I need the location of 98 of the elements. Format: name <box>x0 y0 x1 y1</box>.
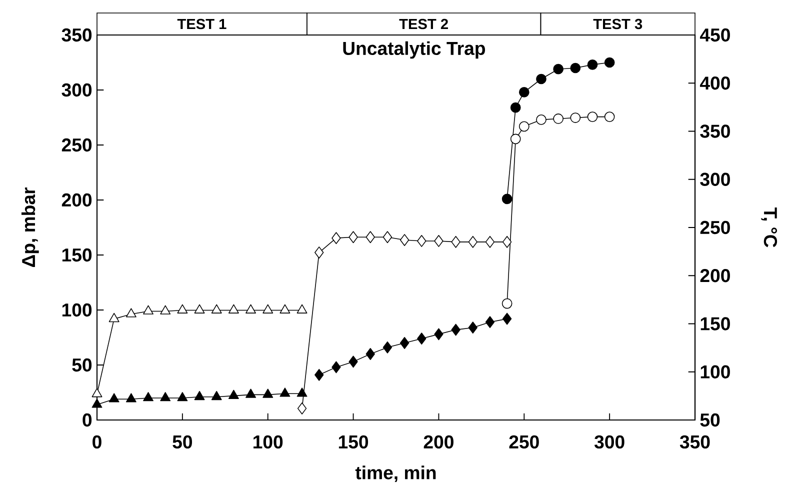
point <box>126 393 136 402</box>
y-tick-label: 300 <box>62 83 92 97</box>
text: TEST 3 <box>593 18 642 30</box>
y2-tick-label: 400 <box>700 76 730 90</box>
point <box>348 356 358 368</box>
point <box>587 112 598 122</box>
point <box>194 390 205 400</box>
x-tick-label: 50 <box>172 435 192 449</box>
point <box>502 194 512 204</box>
y-tick-label: 200 <box>62 193 92 207</box>
y2-tick-label: 150 <box>700 317 730 330</box>
point <box>570 62 581 74</box>
point <box>382 231 392 244</box>
point <box>246 388 256 398</box>
point <box>518 121 530 132</box>
point <box>570 112 581 123</box>
point <box>160 305 171 314</box>
x-tick-label: 150 <box>338 435 368 449</box>
point <box>502 236 512 248</box>
point <box>536 114 546 125</box>
point <box>108 393 120 402</box>
point <box>468 322 478 334</box>
point <box>451 236 460 248</box>
y2-tick-label: 100 <box>700 365 730 378</box>
point <box>382 341 392 354</box>
point <box>126 308 136 318</box>
point <box>553 64 564 74</box>
x-tick-label: 200 <box>424 435 454 449</box>
y2-tick-label: 300 <box>700 172 730 186</box>
point <box>434 234 444 247</box>
point <box>510 134 521 144</box>
point <box>246 304 256 314</box>
point <box>587 60 598 70</box>
point <box>211 390 222 400</box>
point <box>194 304 205 314</box>
point <box>366 348 375 360</box>
text: TEST 1 <box>177 18 226 30</box>
point <box>177 392 188 402</box>
text: TEST 2 <box>399 18 448 30</box>
point <box>553 114 564 124</box>
point <box>314 246 324 258</box>
point <box>92 398 102 408</box>
point <box>468 236 478 248</box>
point <box>536 74 546 84</box>
y-tick-label: 100 <box>62 303 92 317</box>
point <box>485 316 495 328</box>
point <box>400 234 410 246</box>
point <box>143 305 154 314</box>
point <box>211 304 222 314</box>
point <box>296 304 308 314</box>
y2-tick-label: 200 <box>700 269 730 282</box>
y-tick-label: 0 <box>82 413 92 427</box>
point <box>92 388 102 398</box>
y-tick-label: 50 <box>72 358 92 372</box>
x-tick-label: 250 <box>509 435 539 449</box>
y-tick-label: 350 <box>62 28 92 42</box>
x-tick-label: 0 <box>92 435 102 449</box>
point <box>108 312 120 322</box>
point <box>400 337 410 349</box>
y-tick-label: 150 <box>62 248 92 262</box>
point <box>314 368 324 381</box>
point <box>434 328 444 340</box>
point <box>332 232 341 244</box>
point <box>417 332 426 345</box>
x-tick-label: 350 <box>680 435 710 449</box>
point <box>177 304 188 314</box>
point <box>262 304 274 314</box>
x-tick-label: 300 <box>594 435 624 449</box>
y-axis-title: Δp, mbar <box>21 188 39 268</box>
point <box>280 304 290 314</box>
y2-tick-label: 250 <box>700 220 730 234</box>
y-tick-label: 250 <box>62 138 92 152</box>
point <box>228 304 239 314</box>
point <box>296 388 308 397</box>
point <box>518 87 530 98</box>
point <box>143 392 154 402</box>
point <box>417 234 426 247</box>
x-tick-label: 100 <box>254 435 283 449</box>
point <box>604 57 615 68</box>
point <box>332 361 341 374</box>
point <box>502 298 512 309</box>
point <box>348 231 358 244</box>
y2-axis-title: T, °C <box>761 207 778 248</box>
y2-tick-label: 450 <box>700 28 730 42</box>
point <box>451 324 460 336</box>
chart-title: Uncatalytic Trap <box>343 41 486 59</box>
point <box>280 388 290 397</box>
point <box>228 390 239 399</box>
point <box>502 312 512 325</box>
point <box>160 392 171 402</box>
point <box>262 388 274 398</box>
point <box>604 112 615 122</box>
point <box>485 236 495 248</box>
x-axis-title: time, min <box>355 466 436 482</box>
y2-tick-label: 50 <box>700 413 720 427</box>
y2-tick-label: 350 <box>700 124 730 138</box>
point <box>510 102 521 113</box>
point <box>366 231 375 244</box>
